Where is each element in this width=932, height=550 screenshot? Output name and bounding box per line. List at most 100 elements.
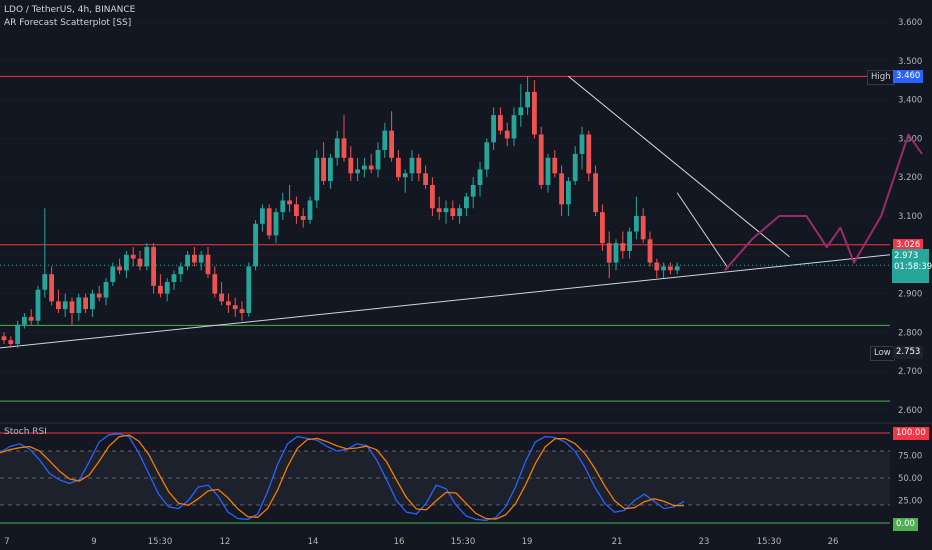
candle-body: [341, 138, 347, 158]
candle-body: [90, 293, 95, 310]
candle-body: [164, 281, 170, 294]
candle-body: [423, 173, 428, 185]
candle-body: [382, 130, 388, 151]
candle-body: [402, 173, 408, 178]
candle-body: [518, 107, 524, 116]
time-tick-label: 9: [91, 537, 96, 547]
candle-body: [137, 258, 143, 267]
candle-body: [606, 243, 612, 263]
forecast-path: [724, 133, 923, 271]
candle-body: [470, 184, 476, 197]
candle-body: [532, 91, 537, 135]
candle-body: [348, 157, 354, 174]
candle-body: [232, 305, 238, 310]
candle-body: [552, 157, 558, 174]
price-tick-label: 3.200: [898, 173, 922, 183]
last-price-value: 2.973: [894, 251, 919, 261]
candle-body: [198, 254, 204, 263]
candle-body: [634, 216, 639, 232]
candle-body: [396, 157, 401, 178]
rsi-top-value: 100.00: [896, 428, 926, 438]
candle-body: [69, 301, 75, 313]
time-tick-label: 15:30: [757, 537, 782, 547]
rsi-bottom-tag: 0.00: [893, 518, 918, 531]
candle-body: [409, 157, 415, 174]
low-label-tag: Low: [870, 346, 895, 361]
candle-body: [668, 266, 673, 271]
candle-body: [389, 130, 394, 158]
price-tick-label: 2.700: [898, 367, 922, 377]
candle-body: [103, 281, 109, 298]
candle-body: [436, 208, 442, 213]
symbol-title: LDO / TetherUS, 4h, BINANCE: [4, 5, 136, 15]
candle-body: [314, 157, 320, 201]
candle-body: [219, 293, 224, 302]
candle-body: [443, 208, 449, 213]
candle-body: [15, 324, 20, 345]
time-tick-label: 26: [828, 537, 839, 547]
candle-body: [205, 254, 211, 275]
candle-body: [362, 165, 367, 170]
candle-body: [300, 216, 306, 220]
price-tick-label: 3.300: [898, 134, 922, 144]
candle-body: [226, 301, 231, 306]
candle-body: [654, 262, 660, 271]
candle-body: [273, 212, 279, 236]
candle-body: [192, 254, 197, 263]
candle-body: [328, 157, 333, 182]
candle-body: [307, 200, 313, 220]
price-tick-label: 3.100: [898, 212, 922, 222]
candle-body: [566, 181, 571, 205]
candle-body: [158, 285, 163, 294]
candle-body: [620, 243, 626, 251]
candle-body: [600, 212, 605, 244]
candle-body: [124, 254, 129, 271]
candle-body: [545, 157, 551, 185]
level-value: 3.026: [896, 240, 921, 250]
candle-body: [110, 266, 116, 282]
high-label: High: [871, 72, 891, 82]
time-tick-label: 21: [612, 537, 623, 547]
candle-body: [559, 173, 564, 205]
high-value-tag: 3.460: [893, 70, 924, 83]
candle-body: [321, 157, 326, 182]
short-trendline: [676, 192, 729, 269]
candle-body: [504, 130, 510, 139]
candle-body: [117, 266, 122, 271]
candle-body: [287, 200, 292, 205]
candle-body: [35, 289, 41, 321]
candle-body: [42, 274, 48, 290]
candle-body: [430, 184, 435, 209]
candle-body: [457, 208, 462, 216]
time-tick-label: 23: [699, 537, 710, 547]
candle-body: [511, 115, 517, 139]
candle-body: [280, 200, 286, 213]
rsi-top-tag: 100.00: [893, 427, 929, 440]
candle-body: [83, 297, 88, 310]
time-tick-label: 16: [394, 537, 405, 547]
candle-body: [416, 157, 422, 174]
candle-body: [613, 243, 619, 263]
price-tick-label: 3.500: [898, 57, 922, 67]
candle-body: [28, 316, 34, 321]
price-tick-label: 2.800: [898, 328, 922, 338]
rsi-bottom-value: 0.00: [896, 519, 915, 529]
level-value-tag: 3.026: [893, 239, 924, 252]
last-price-tag: 2.973 01:58:39: [892, 249, 932, 283]
candle-body: [130, 254, 136, 259]
price-tick-label: 2.600: [898, 406, 922, 416]
candle-body: [49, 274, 54, 302]
candle-body: [171, 274, 177, 282]
price-tick-label: 3.600: [898, 18, 922, 28]
candle-body: [593, 173, 598, 213]
candle-body: [464, 196, 469, 209]
time-tick-label: 19: [522, 537, 533, 547]
candle-body: [96, 293, 102, 298]
indicator-title: AR Forecast Scatterplot [SS]: [4, 18, 132, 28]
candle-body: [62, 301, 68, 310]
high-label-tag: High: [867, 70, 895, 85]
stoch-rsi-title: Stoch RSI: [4, 427, 47, 437]
descending-trendline: [568, 75, 790, 258]
rsi-tick-label: 25.00: [898, 497, 922, 507]
